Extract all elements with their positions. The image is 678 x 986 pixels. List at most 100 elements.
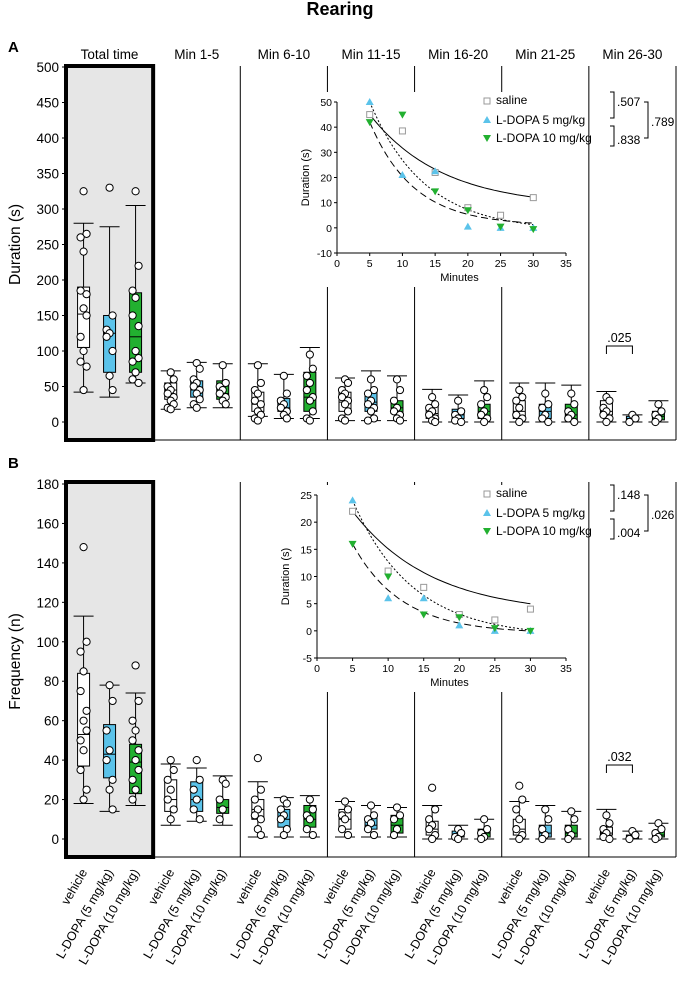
significance-label: .032	[607, 750, 631, 764]
data-point	[79, 667, 88, 676]
data-point	[389, 830, 399, 840]
inset-marker-ldopa5	[348, 496, 357, 504]
data-point	[192, 756, 201, 765]
data-point	[166, 785, 175, 794]
data-point	[195, 364, 204, 373]
stat-label: .789	[651, 115, 675, 129]
data-point	[131, 293, 140, 302]
data-point	[166, 815, 175, 824]
data-point	[454, 834, 463, 844]
data-point	[340, 416, 350, 425]
inset-x-label: Minutes	[440, 272, 479, 284]
data-point	[163, 795, 172, 804]
data-point	[343, 830, 353, 840]
inset-marker-ldopa10	[431, 188, 440, 196]
legend-label: L-DOPA 10 mg/kg	[496, 524, 592, 538]
inset-marker-ldopa5	[365, 98, 374, 105]
data-point	[134, 378, 143, 388]
data-point	[428, 834, 437, 844]
data-point	[276, 815, 285, 824]
figure-title: Rearing	[306, 0, 373, 19]
data-point	[457, 417, 466, 427]
data-point	[169, 375, 178, 384]
inset-marker-ldopa10	[529, 226, 538, 234]
data-point	[480, 385, 489, 395]
inset-y-tick-label: 30	[320, 147, 332, 159]
panel-a-duration: A050100150200250300350400450500Duration …	[7, 39, 677, 442]
data-point	[128, 311, 137, 320]
data-point	[599, 410, 608, 419]
data-point	[544, 815, 553, 824]
data-point	[343, 407, 353, 416]
inset-x-tick-label: 35	[560, 663, 572, 675]
inset-marker-ldopa5	[463, 222, 472, 230]
inset-x-tick-label: 10	[382, 663, 394, 675]
inset-marker-saline	[529, 194, 537, 202]
data-point	[512, 396, 521, 405]
stat-label: .004	[617, 526, 641, 540]
data-point	[76, 357, 85, 366]
data-point	[134, 354, 143, 363]
inset-y-label: Duration (s)	[300, 149, 312, 206]
inset-y-tick-label: 25	[300, 490, 312, 502]
data-point	[128, 775, 137, 784]
data-point	[392, 803, 402, 812]
data-point	[82, 311, 91, 320]
y-tick-label: 140	[36, 556, 59, 571]
data-point	[302, 825, 311, 834]
y-tick-label: 300	[36, 202, 59, 217]
legend-marker-saline	[483, 490, 491, 498]
data-point	[392, 375, 402, 384]
data-point	[128, 357, 137, 366]
inset-marker-ldopa5	[384, 594, 393, 602]
inset-marker-ldopa10	[496, 223, 505, 231]
data-point	[189, 382, 198, 391]
inset-x-tick-label: 30	[525, 663, 537, 675]
data-point	[131, 785, 140, 794]
legend-marker-ldopa5	[483, 509, 491, 516]
panel-letter: B	[8, 455, 19, 472]
y-tick-label: 180	[36, 477, 59, 492]
inset-x-tick-label: 0	[314, 663, 320, 675]
y-tick-label: 500	[36, 60, 59, 75]
data-point	[82, 362, 91, 371]
y-tick-label: 0	[51, 415, 59, 430]
legend-label: L-DOPA 5 mg/kg	[496, 113, 585, 127]
data-point	[105, 183, 114, 192]
data-point	[253, 416, 262, 425]
data-point	[253, 389, 262, 398]
data-point	[651, 417, 660, 427]
data-point	[631, 414, 640, 423]
data-point	[169, 805, 178, 814]
data-point	[189, 785, 198, 794]
period-label: Total time	[81, 47, 139, 62]
inset-y-label: Duration (s)	[280, 548, 292, 605]
data-point	[105, 746, 114, 755]
data-point	[189, 805, 198, 814]
data-point	[102, 726, 111, 735]
data-point	[76, 765, 85, 775]
data-point	[308, 364, 317, 373]
data-point	[76, 286, 85, 295]
data-point	[518, 393, 527, 402]
data-point	[305, 416, 314, 425]
data-point	[564, 834, 573, 844]
data-point	[431, 417, 440, 427]
data-point	[169, 765, 178, 775]
data-point	[483, 393, 492, 402]
inset-x-tick-label: 25	[495, 258, 507, 270]
inset-y-tick-label: 40	[320, 122, 332, 134]
data-point	[79, 385, 88, 395]
legend-label: L-DOPA 5 mg/kg	[496, 506, 585, 520]
data-point	[82, 726, 91, 735]
data-point	[195, 775, 204, 784]
inset-y-tick-label: 0	[306, 626, 312, 638]
data-point	[512, 825, 521, 834]
data-point	[363, 416, 373, 425]
inset-marker-ldopa10	[365, 119, 374, 127]
data-point	[166, 756, 175, 765]
data-point	[483, 825, 492, 834]
inset-y-tick-label: 15	[300, 544, 312, 556]
